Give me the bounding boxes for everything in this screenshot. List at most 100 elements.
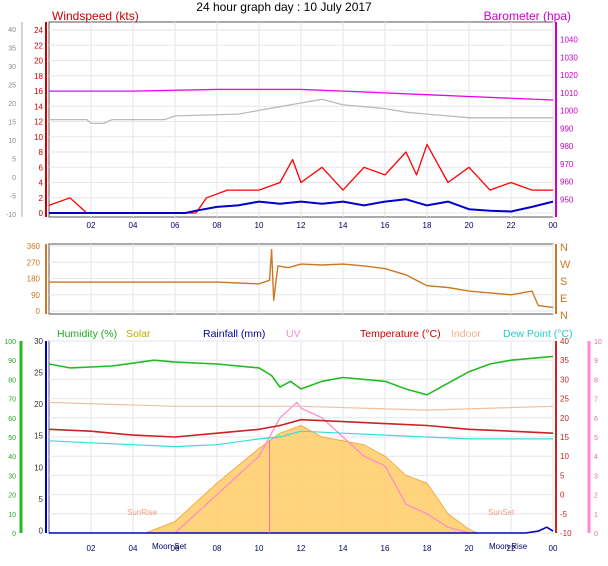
uv-tick-label: 3 <box>594 473 598 480</box>
barometer-tick-label: 990 <box>560 124 574 133</box>
barometer-tick-label: 1030 <box>560 53 578 62</box>
outer-left-tick-label: 20 <box>8 101 16 108</box>
humidity-tick-label: 30 <box>8 473 16 480</box>
legend-indoor: Indoor <box>451 328 481 340</box>
temp-humidity-tick-labels: 1009080706050403020100302520151050403530… <box>4 337 602 553</box>
wind-direction-gridlines <box>49 244 554 314</box>
temperature-tick-label: 15 <box>560 433 569 442</box>
wind-x-tick-label: 22 <box>507 221 516 230</box>
rainfall-solar-tick-label: 25 <box>34 369 43 378</box>
wind-x-tick-label: 12 <box>297 221 306 230</box>
series-temperature-line <box>48 418 554 438</box>
series-uv-line <box>174 401 470 534</box>
series-indoor-line <box>48 401 554 411</box>
legend-dew_point: Dew Point (°C) <box>503 328 573 340</box>
windspeed-tick-label: 18 <box>34 72 43 81</box>
windspeed-axis-title: Windspeed (kts) <box>52 9 139 23</box>
direction-tick-label: 180 <box>27 275 41 284</box>
outer-left-tick-label: 0 <box>12 175 16 182</box>
series-avg-line <box>49 198 554 214</box>
humidity-tick-label: 10 <box>8 512 16 519</box>
barometer-tick-label: 970 <box>560 160 574 169</box>
wind-direction-series <box>49 248 554 309</box>
rainfall-solar-tick-label: 20 <box>34 400 43 409</box>
sun-moon-annotations: SunRise SunSet Moon Set Moon Rise <box>127 440 528 551</box>
temp-x-tick-label: 22 <box>507 544 516 553</box>
wind-x-tick-label: 18 <box>423 221 432 230</box>
rainfall-solar-tick-label: 15 <box>34 432 43 441</box>
series-gust-line <box>48 143 553 214</box>
legend-humidity: Humidity (%) <box>57 328 117 340</box>
windspeed-tick-label: 16 <box>34 87 43 96</box>
temperature-tick-label: 40 <box>560 337 569 346</box>
temperature-tick-label: 5 <box>560 471 565 480</box>
windspeed-tick-label: 0 <box>39 209 44 218</box>
windspeed-tick-label: 6 <box>39 163 44 172</box>
windspeed-tick-label: 8 <box>39 148 44 157</box>
annotation-moon-rise: Moon Rise <box>489 542 528 551</box>
uv-tick-label: 7 <box>594 397 598 404</box>
series-baro_trace-line <box>49 98 553 125</box>
humidity-tick-label: 70 <box>8 397 16 404</box>
windspeed-tick-label: 2 <box>39 194 44 203</box>
humidity-tick-label: 40 <box>8 454 16 461</box>
outer-left-tick-label: -5 <box>10 194 16 201</box>
uv-tick-label: 10 <box>594 339 602 346</box>
legend-uv: UV <box>286 328 301 340</box>
outer-left-tick-label: 15 <box>8 120 16 127</box>
direction-tick-label: 360 <box>27 242 41 251</box>
rainfall-solar-tick-label: 5 <box>39 495 44 504</box>
outer-left-tick-label: 35 <box>8 46 16 53</box>
wind-baro-gridlines <box>49 22 554 217</box>
windspeed-tick-label: 14 <box>34 102 43 111</box>
temperature-tick-label: 10 <box>560 452 569 461</box>
barometer-tick-label: 1020 <box>560 71 578 80</box>
temperature-tick-label: -5 <box>560 510 568 519</box>
wind-x-tick-label: 08 <box>213 221 222 230</box>
compass-label: E <box>560 293 567 305</box>
legend-solar: Solar <box>126 328 151 340</box>
direction-tick-label: 90 <box>31 291 40 300</box>
wind-baro-series <box>48 88 554 214</box>
humidity-tick-label: 80 <box>8 377 16 384</box>
wind-x-tick-label: 16 <box>381 221 390 230</box>
series-humidity-line <box>48 355 554 396</box>
chart-title: 24 hour graph day : 10 July 2017 <box>196 0 372 14</box>
panel-wind-baro: 4035302520151050-5-102422201816141210864… <box>6 9 578 230</box>
barometer-tick-label: 1040 <box>560 36 578 45</box>
humidity-tick-label: 20 <box>8 493 16 500</box>
outer-left-tick-label: 30 <box>8 64 16 71</box>
temp-x-tick-label: 14 <box>339 544 348 553</box>
uv-tick-label: 6 <box>594 416 598 423</box>
wind-x-tick-label: 20 <box>465 221 474 230</box>
windspeed-tick-label: 12 <box>34 118 43 127</box>
windspeed-tick-label: 20 <box>34 57 43 66</box>
direction-tick-label: 0 <box>36 307 41 316</box>
uv-tick-label: 9 <box>594 358 598 365</box>
temperature-tick-label: -10 <box>560 529 572 538</box>
temp-humidity-series <box>48 355 554 534</box>
rainfall-solar-tick-label: 10 <box>34 463 43 472</box>
uv-tick-label: 1 <box>594 512 598 519</box>
humidity-tick-label: 90 <box>8 358 16 365</box>
legend-rain: Rainfall (mm) <box>203 328 265 340</box>
temperature-tick-label: 20 <box>560 414 569 423</box>
barometer-axis-title: Barometer (hpa) <box>484 9 571 23</box>
annotation-moon-set: Moon Set <box>152 542 187 551</box>
barometer-tick-label: 960 <box>560 178 574 187</box>
wind-x-tick-label: 00 <box>549 221 558 230</box>
legend-temperature: Temperature (°C) <box>360 328 441 340</box>
uv-tick-label: 5 <box>594 435 598 442</box>
windspeed-tick-label: 10 <box>34 133 43 142</box>
uv-tick-label: 2 <box>594 493 598 500</box>
series-baro-line <box>49 88 554 101</box>
wind-x-tick-label: 04 <box>129 221 138 230</box>
windspeed-tick-label: 22 <box>34 41 43 50</box>
temp-humidity-legend: Humidity (%) Solar Rainfall (mm) UV Temperat… <box>57 328 573 340</box>
rainfall-solar-tick-label: 0 <box>39 526 44 535</box>
temp-x-tick-label: 02 <box>87 544 96 553</box>
temp-x-tick-label: 04 <box>129 544 138 553</box>
